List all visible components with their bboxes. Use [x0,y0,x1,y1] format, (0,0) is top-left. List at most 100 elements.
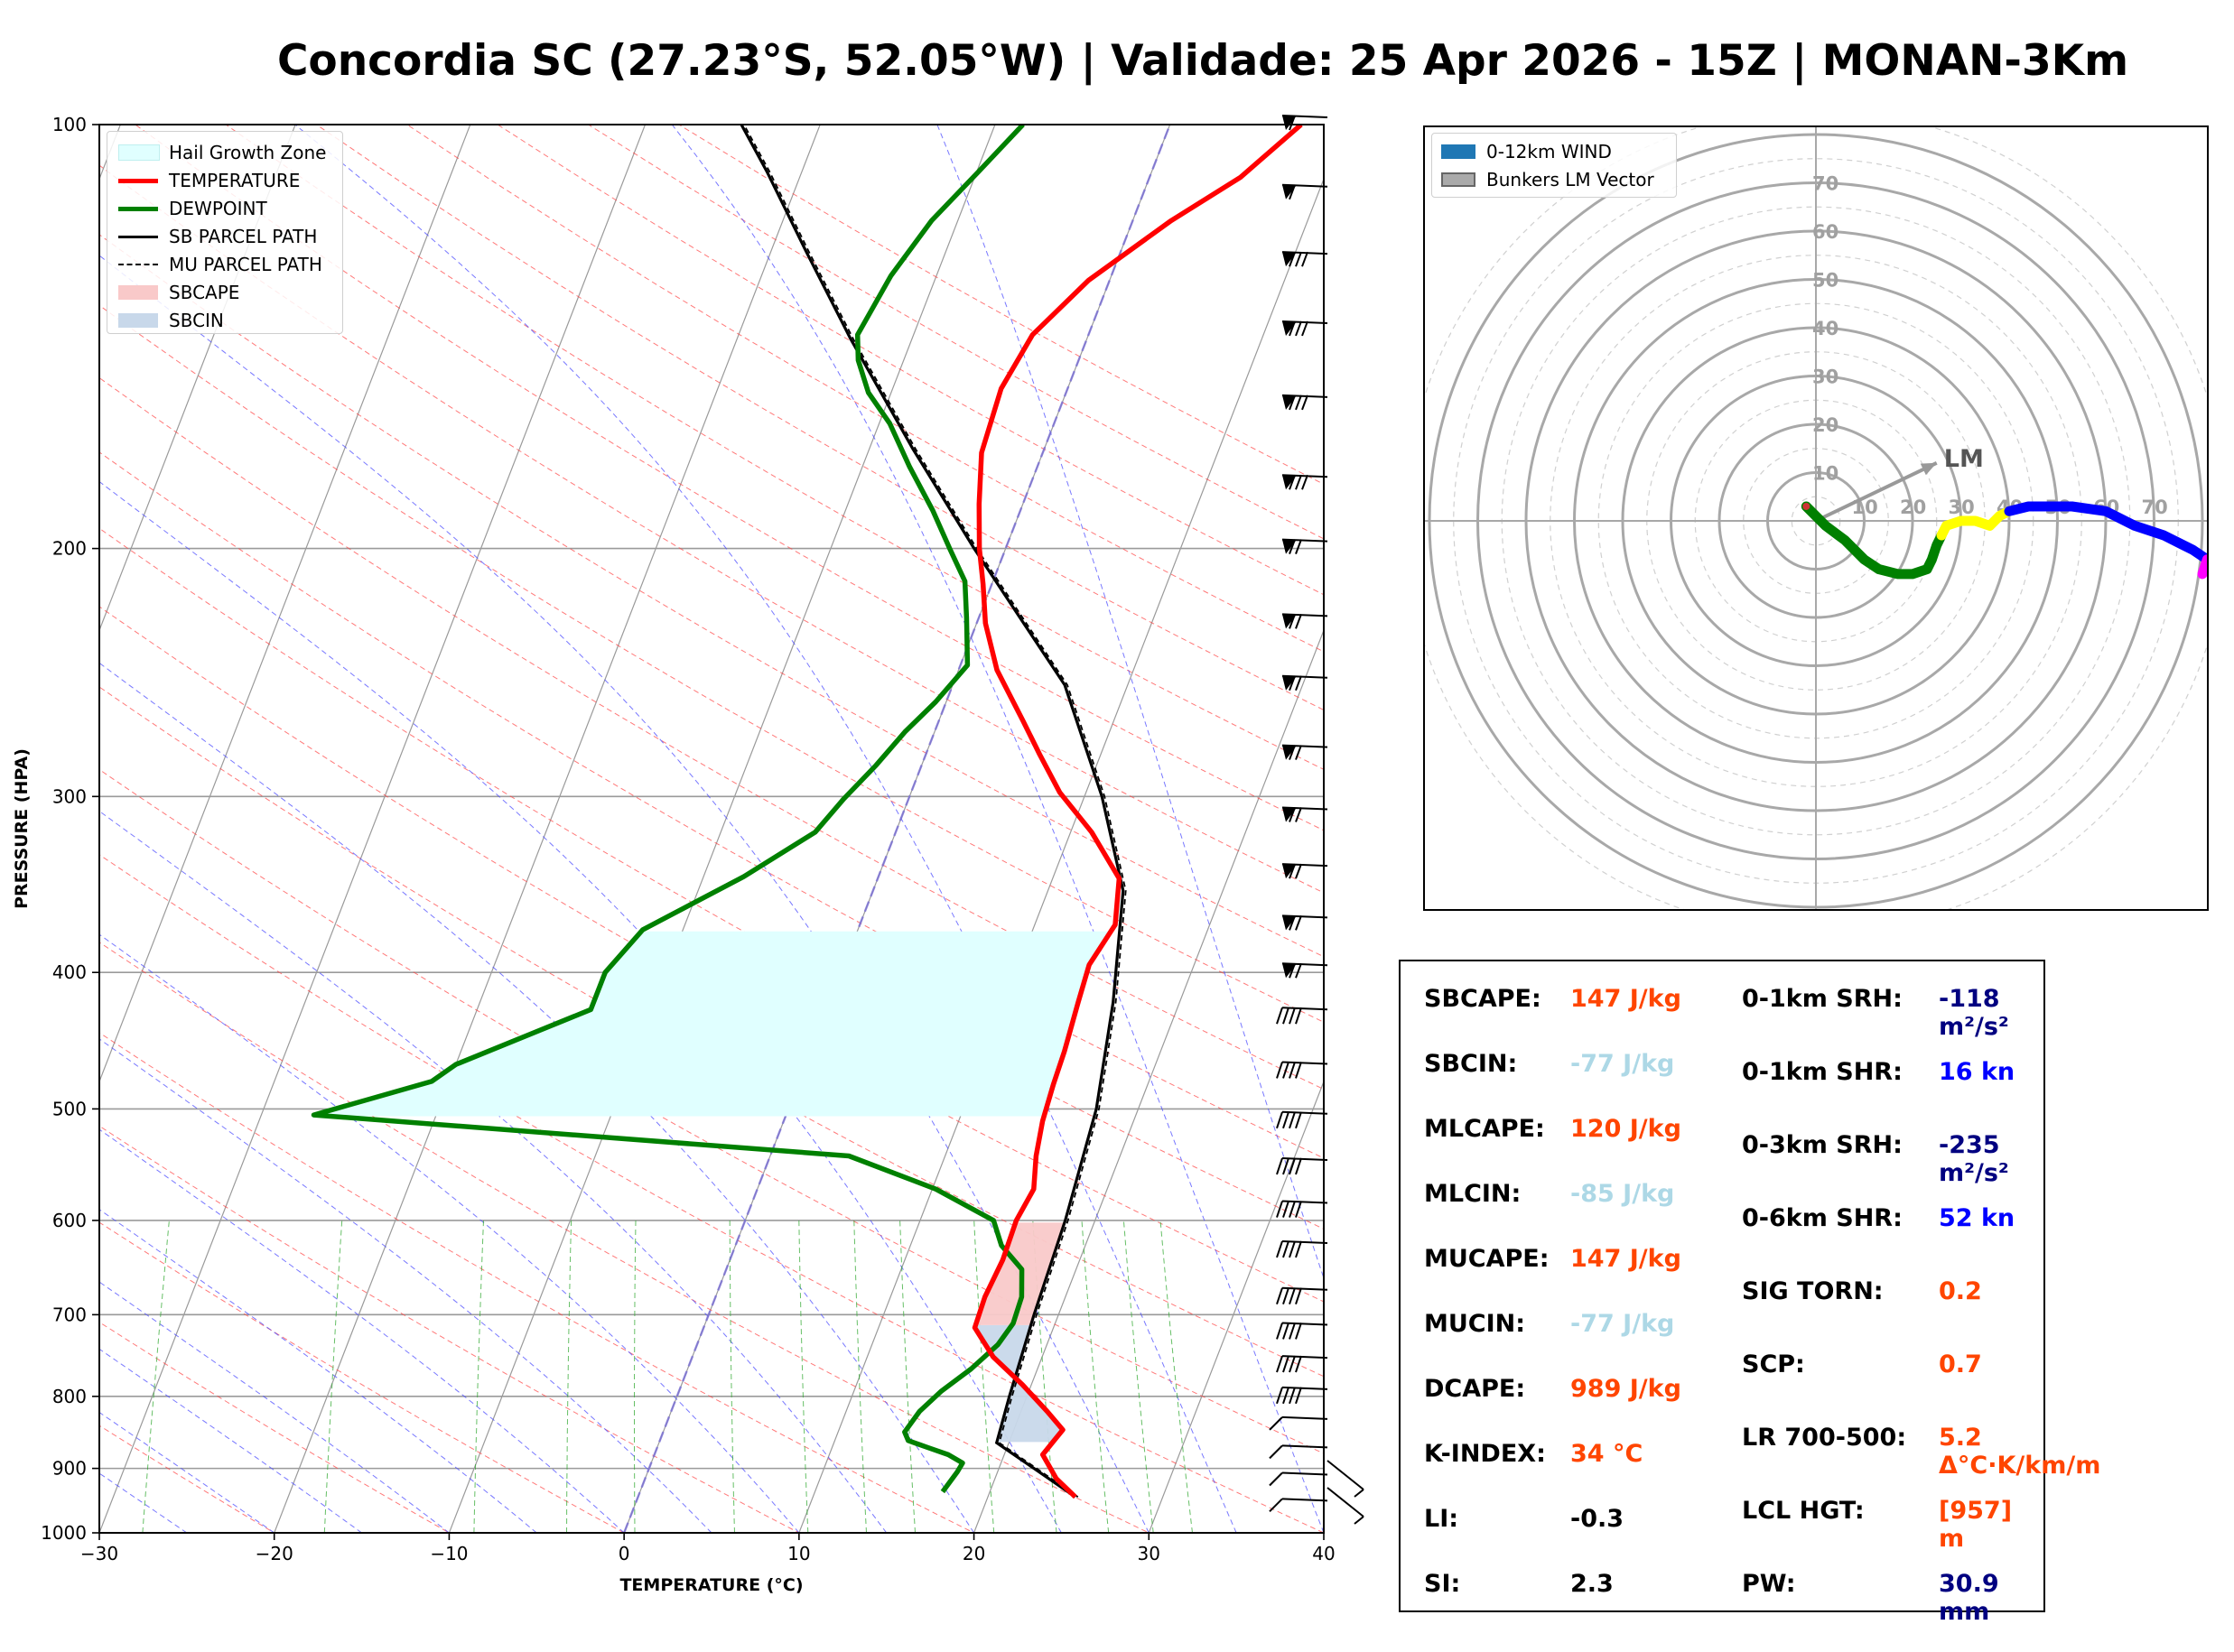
dry-adiabat [99,1032,975,1533]
hodo-axis-label: 30 [1949,497,1975,518]
mixing-ratio-line [566,1220,572,1533]
mixing-ratio-line [1159,1220,1193,1533]
moist-adiabat [671,125,1324,1533]
sigtorn-value: 0.2 [1939,1277,1982,1305]
barb-flag [1295,614,1302,629]
barb-flag [1289,745,1296,760]
mixing-ratio-line [634,1220,637,1533]
barb-flag [1295,539,1302,554]
barb-flag [1295,320,1302,337]
hodo-wind-segment [1801,501,1947,580]
barb-flag [1289,1240,1296,1258]
moist-adiabat [99,1348,362,1533]
barb-flag [1276,1111,1283,1129]
hodograph-legend: 0-12km WIND Bunkers LM Vector [1431,133,1677,198]
scp-label: SCP: [1742,1350,1805,1378]
isotherm [274,125,821,1533]
barb-flag [1289,320,1296,337]
wind-barb [1281,538,1328,554]
mixing-ratio-line [142,1220,170,1533]
barb-flag [1295,675,1302,691]
kindex-value: 34 °C [1570,1440,1643,1468]
moist-adiabat [99,1038,712,1533]
dry-adiabat [99,854,1324,1533]
wind-barb [1281,613,1328,629]
y-tick-label: 100 [52,114,87,135]
barb-flag [1295,807,1302,822]
wind-barb [1276,1322,1328,1340]
wind-barb [1269,1444,1328,1460]
barb-flag [1289,915,1296,931]
kindex-label: K-INDEX: [1424,1440,1546,1468]
y-tick-label: 600 [52,1210,87,1231]
barb-flag [1282,1201,1289,1218]
wind-barb [1276,1386,1328,1405]
barb-flag [1289,1323,1296,1340]
barb-flag [1276,1387,1283,1405]
barb-flag [1295,474,1302,490]
temperature-line [972,125,1303,1499]
dry-adiabat [99,164,1324,894]
barb-flag [1276,1157,1283,1175]
li-value: -0.3 [1570,1505,1624,1533]
mlcape-value: 120 J/kg [1570,1115,1681,1143]
wind-barb [1281,674,1328,691]
surface-barb [1326,1460,1364,1490]
hodo-ring-label: 30 [1812,367,1838,388]
barb-flag [1289,1387,1296,1405]
isotherm [99,125,471,1083]
barb-staff [1281,1007,1328,1011]
si-value: 2.3 [1570,1570,1614,1598]
legend-hail: Hail Growth Zone [169,142,327,163]
mixing-ratio-line [1122,1220,1154,1533]
dry-adiabat [99,606,1324,1303]
barb-flag [1276,1323,1283,1340]
barb-staff [1281,1200,1328,1204]
isotherm [99,125,296,632]
surface-barb-flag [1354,1489,1364,1498]
wind-barb [1281,115,1328,131]
hodo-ring-label: 20 [1812,414,1838,436]
barb-flag [1289,1007,1296,1025]
x-tick-label: 20 [963,1543,985,1564]
si-label: SI: [1424,1570,1461,1598]
wind-barb [1276,1110,1328,1129]
mlcin-label: MLCIN: [1424,1180,1522,1208]
moist-adiabat [99,480,1062,1533]
barb-flag [1295,1240,1302,1258]
x-tick-label: 30 [1138,1543,1160,1564]
sbcin-swatch [118,313,158,328]
barb-staff [1281,1444,1328,1449]
x-tick-label: −30 [80,1543,118,1564]
shr06-value: 52 kn [1939,1204,2015,1232]
dry-adiabat [99,527,1324,1230]
wind-barb [1269,1498,1328,1513]
y-axis-label: PRESSURE (HPA) [12,748,32,909]
surface-barb [1326,1487,1364,1517]
sigtorn-label: SIG TORN: [1742,1277,1884,1305]
barb-flag [1289,115,1296,131]
shr06-label: 0-6km SHR: [1742,1204,1903,1232]
barb-flag [1289,474,1296,490]
barb-flag [1295,1111,1302,1129]
barb-flag [1289,807,1296,822]
srh03-value: -235 m²/s² [1939,1131,2009,1187]
barb-flag [1289,1287,1296,1305]
y-tick-label: 400 [52,961,87,983]
isotherm [99,125,647,1533]
dcape-label: DCAPE: [1424,1375,1526,1403]
barb-staff [1281,1156,1328,1161]
isotherm [448,125,996,1533]
barb-flag [1289,675,1296,691]
legend-mu-parcel: MU PARCEL PATH [169,254,322,275]
barb-flag [1295,915,1302,931]
wind-barb [1276,1286,1328,1305]
moist-adiabat [99,933,800,1533]
wind-barb [1281,251,1328,267]
wind-barb [1276,1061,1328,1079]
hodo-wind-segment [2197,554,2208,580]
barb-flag [1295,1157,1302,1175]
barb-flag [1295,1323,1302,1340]
barb-flag [1276,1201,1283,1218]
hodo-ring-label: 50 [1812,270,1838,292]
